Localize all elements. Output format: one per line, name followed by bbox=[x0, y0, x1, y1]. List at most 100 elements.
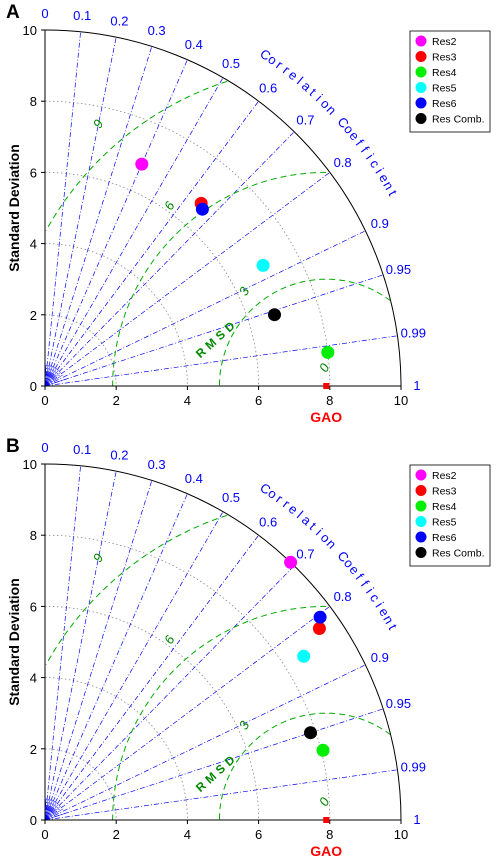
x-tick-label: 2 bbox=[113, 393, 120, 408]
data-point-res-comb bbox=[268, 308, 281, 322]
correlation-line bbox=[44, 59, 188, 387]
y-axis-title: Standard Deviation bbox=[6, 144, 22, 272]
x-tick-label: 0 bbox=[41, 393, 48, 408]
legend-marker bbox=[415, 516, 427, 527]
x-tick-label: 2 bbox=[113, 827, 120, 842]
rmsd-label: 9 bbox=[90, 551, 107, 565]
x-tick-label: 4 bbox=[184, 827, 191, 842]
x-axis-title: GAO bbox=[310, 843, 342, 858]
rmsd-contour-6 bbox=[112, 605, 327, 821]
correlation-tick-label: 1 bbox=[413, 378, 420, 393]
std-arc-2 bbox=[44, 314, 117, 387]
legend-marker bbox=[415, 547, 427, 558]
correlation-tick-label: 0.6 bbox=[259, 514, 277, 529]
data-point-res4 bbox=[321, 345, 335, 359]
legend-label: Res6 bbox=[432, 98, 457, 110]
data-point-res6 bbox=[313, 610, 327, 624]
rmsd-label: 0 bbox=[316, 360, 333, 374]
correlation-line bbox=[44, 77, 224, 387]
y-axis-title: Standard Deviation bbox=[6, 578, 22, 706]
correlation-tick-label: 0.7 bbox=[296, 546, 314, 561]
correlation-minor-line bbox=[44, 374, 64, 387]
correlation-line bbox=[44, 335, 398, 387]
correlation-tick-label: 0.1 bbox=[73, 442, 91, 457]
rmsd-contour-9 bbox=[45, 80, 228, 231]
panel-label: A bbox=[6, 2, 20, 23]
correlation-line bbox=[44, 534, 259, 821]
rmsd-label: 3 bbox=[236, 718, 253, 732]
correlation-minor-line bbox=[44, 371, 62, 387]
correlation-tick-label: 0.99 bbox=[401, 760, 426, 775]
correlation-tick-label: 0.6 bbox=[259, 80, 277, 95]
correlation-minor-line bbox=[44, 808, 64, 821]
correlation-tick-label: 0 bbox=[41, 440, 48, 455]
legend-marker bbox=[415, 469, 427, 481]
correlation-title-char: t bbox=[385, 188, 400, 199]
correlation-line bbox=[44, 131, 295, 387]
y-tick-label: 10 bbox=[23, 457, 37, 472]
legend-label: Res Comb. bbox=[432, 548, 485, 560]
correlation-minor-line bbox=[44, 799, 53, 821]
correlation-tick-label: 0.1 bbox=[73, 8, 91, 23]
legend-label: Res2 bbox=[432, 470, 457, 482]
correlation-line bbox=[44, 31, 81, 387]
correlation-tick-label: 0.8 bbox=[334, 589, 352, 604]
y-tick-label: 0 bbox=[30, 379, 37, 394]
correlation-minor-line bbox=[44, 798, 49, 821]
rmsd-label: 6 bbox=[161, 632, 178, 646]
correlation-tick-label: 0 bbox=[41, 6, 48, 21]
y-tick-label: 4 bbox=[30, 671, 37, 686]
correlation-line bbox=[44, 100, 259, 387]
correlation-minor-line bbox=[44, 813, 66, 821]
data-point-res3 bbox=[312, 622, 326, 635]
reference-marker bbox=[323, 383, 330, 389]
legend-label: Res5 bbox=[432, 83, 457, 95]
reference-marker bbox=[323, 817, 330, 823]
x-tick-label: 8 bbox=[326, 827, 333, 842]
legend-label: Res3 bbox=[432, 486, 457, 498]
x-axis-title: GAO bbox=[310, 409, 342, 425]
correlation-tick-label: 0.4 bbox=[185, 471, 203, 486]
correlation-line bbox=[44, 511, 224, 821]
correlation-line bbox=[44, 471, 117, 821]
correlation-minor-line bbox=[44, 364, 49, 387]
data-point-res4 bbox=[316, 743, 330, 757]
y-tick-label: 2 bbox=[30, 308, 37, 323]
data-point-res2 bbox=[135, 157, 149, 171]
legend-marker bbox=[415, 485, 427, 496]
y-tick-label: 8 bbox=[30, 528, 37, 543]
x-tick-label: 6 bbox=[255, 827, 262, 842]
correlation-title-char: i bbox=[363, 151, 377, 163]
correlation-minor-line bbox=[44, 369, 60, 387]
y-tick-label: 8 bbox=[30, 94, 37, 109]
outer-arc bbox=[44, 463, 402, 821]
correlation-tick-label: 0.5 bbox=[222, 490, 240, 505]
rmsd-label: 0 bbox=[316, 794, 333, 808]
rmsd-label: 3 bbox=[236, 284, 253, 298]
std-arc-8 bbox=[44, 534, 331, 821]
correlation-line bbox=[44, 664, 366, 821]
legend: Res2 Res3 Res4 Res5 Res6 Res Comb. bbox=[409, 30, 491, 133]
panel-label: B bbox=[6, 436, 20, 457]
correlation-tick-label: 1 bbox=[413, 812, 420, 827]
y-tick-label: 10 bbox=[23, 23, 37, 38]
correlation-tick-label: 0.7 bbox=[296, 112, 314, 127]
legend-marker bbox=[415, 82, 427, 93]
legend-label: Res2 bbox=[432, 36, 457, 48]
correlation-tick-label: 0.2 bbox=[110, 13, 128, 28]
correlation-title-char: t bbox=[385, 622, 400, 633]
correlation-line bbox=[44, 708, 384, 821]
y-tick-label: 4 bbox=[30, 237, 37, 252]
legend-marker bbox=[415, 35, 427, 47]
correlation-minor-line bbox=[44, 803, 60, 821]
rmsd-title: RMSD bbox=[193, 750, 241, 795]
correlation-line bbox=[44, 172, 331, 387]
legend-marker bbox=[415, 531, 427, 543]
rmsd-label: 9 bbox=[90, 117, 107, 131]
legend-label: Res4 bbox=[432, 501, 457, 513]
y-tick-label: 6 bbox=[30, 599, 37, 614]
data-point-res2 bbox=[284, 555, 298, 569]
